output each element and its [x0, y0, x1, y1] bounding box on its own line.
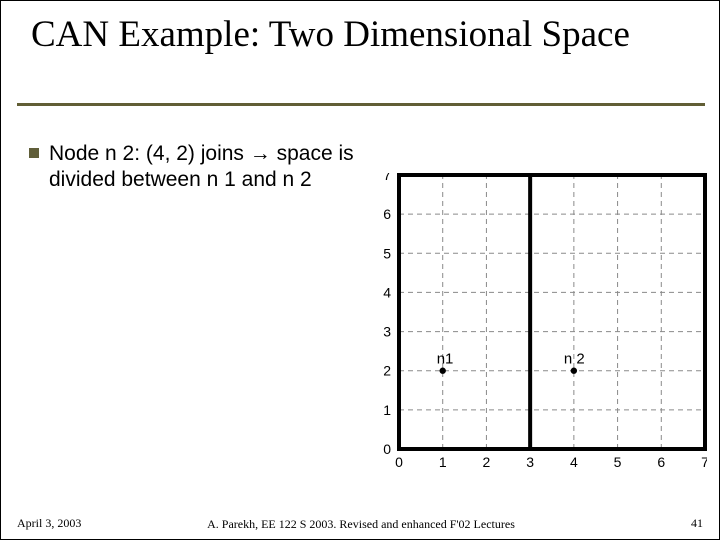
svg-text:7: 7	[383, 173, 391, 183]
grid-svg: 0 1 2 3 4 5 6 7 0 1 2 3 4 5 6 7 n1 n 2	[377, 173, 707, 473]
svg-text:6: 6	[657, 454, 665, 470]
footer-page-number: 41	[691, 516, 703, 531]
svg-text:n1: n1	[437, 351, 454, 368]
svg-text:4: 4	[570, 454, 578, 470]
bullet-icon	[29, 148, 39, 158]
svg-text:5: 5	[383, 245, 391, 261]
bullet-item: Node n 2: (4, 2) joins → space is divide…	[29, 141, 389, 192]
svg-text:2: 2	[483, 454, 491, 470]
slide: CAN Example: Two Dimensional Space Node …	[0, 0, 720, 540]
svg-text:3: 3	[526, 454, 534, 470]
svg-text:4: 4	[383, 284, 391, 300]
title-underline	[17, 103, 705, 106]
bullet-text: Node n 2: (4, 2) joins → space is divide…	[49, 142, 354, 191]
svg-text:n 2: n 2	[564, 351, 585, 368]
svg-text:3: 3	[383, 324, 391, 340]
svg-text:0: 0	[395, 454, 403, 470]
slide-title: CAN Example: Two Dimensional Space	[31, 15, 691, 56]
grid-diagram: 0 1 2 3 4 5 6 7 0 1 2 3 4 5 6 7 n1 n 2	[377, 173, 707, 473]
footer-attribution: A. Parekh, EE 122 S 2003. Revised and en…	[1, 517, 720, 531]
svg-text:2: 2	[383, 363, 391, 379]
svg-text:1: 1	[383, 402, 391, 418]
svg-text:5: 5	[614, 454, 622, 470]
svg-text:6: 6	[383, 206, 391, 222]
svg-text:7: 7	[701, 454, 707, 470]
svg-text:0: 0	[383, 441, 391, 457]
svg-text:1: 1	[439, 454, 447, 470]
